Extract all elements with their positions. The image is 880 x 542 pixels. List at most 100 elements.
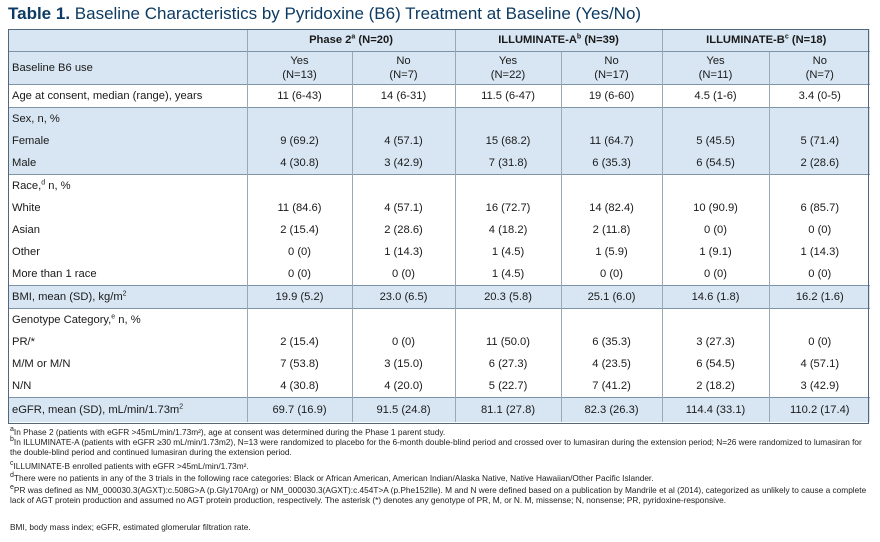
table-row-more-than-1-race: More than 1 race 0 (0) 0 (0) 1 (4.5) 0 (… <box>8 263 871 286</box>
row-label: Genotype Category,e n, % <box>8 308 247 331</box>
table-cell: 2 (15.4) <box>246 331 352 353</box>
table-cell: 14 (6-31) <box>351 84 456 108</box>
table-cell: 114.4 (33.1) <box>661 397 770 422</box>
table-cell: 4 (57.1) <box>351 197 456 219</box>
table-title-text: Baseline Characteristics by Pyridoxine (… <box>74 4 642 23</box>
footnote-e: ePR was defined as NM_000030.3(AGXT):c.5… <box>10 484 867 505</box>
col-header: No (N=7) <box>768 51 871 85</box>
col-header: Yes (N=13) <box>246 51 352 85</box>
row-label: Female <box>8 130 247 152</box>
table-cell: 69.7 (16.9) <box>246 397 352 422</box>
table-cell: 15 (68.2) <box>454 130 562 152</box>
row-label: Age at consent, median (range), years <box>8 84 247 108</box>
table-row-race-heading: Race,d n, % <box>8 174 871 197</box>
table-cell: 23.0 (6.5) <box>351 285 456 309</box>
table-cell: 14.6 (1.8) <box>661 285 770 309</box>
table-cell: 6 (27.3) <box>454 353 562 375</box>
table-row-age: Age at consent, median (range), years 11… <box>8 84 871 108</box>
table-cell: 0 (0) <box>768 263 871 286</box>
group-illuminate-a-header: ILLUMINATE-Ab (N=39) <box>454 29 663 52</box>
row-label: Other <box>12 246 40 258</box>
table-cell: 4 (30.8) <box>246 152 352 175</box>
table-row-mm: M/M or M/N 7 (53.8) 3 (15.0) 6 (27.3) 4 … <box>8 353 871 375</box>
table-cell: 0 (0) <box>661 263 770 286</box>
table-row-asian: Asian 2 (15.4) 2 (28.6) 4 (18.2) 2 (11.8… <box>8 219 871 241</box>
table-cell: 3 (42.9) <box>351 152 456 175</box>
table-cell: 91.5 (24.8) <box>351 397 456 422</box>
col-header: Yes (N=11) <box>661 51 770 85</box>
table-cell: 16.2 (1.6) <box>768 285 871 309</box>
row-label: Sex, n, % <box>8 107 247 130</box>
row-label: M/M or M/N <box>12 358 71 370</box>
row-label: More than 1 race <box>12 268 97 280</box>
table-cell: 0 (0) <box>246 263 352 286</box>
table-cell: 110.2 (17.4) <box>768 397 871 422</box>
table-cell: 6 (35.3) <box>560 152 663 175</box>
table-cell: 7 (53.8) <box>246 353 352 375</box>
table-cell: 1 (4.5) <box>454 263 562 286</box>
table-cell: 0 (0) <box>351 263 456 286</box>
table-cell: 20.3 (5.8) <box>454 285 562 309</box>
table-cell: 6 (54.5) <box>661 353 770 375</box>
table-cell: 6 (35.3) <box>560 331 663 353</box>
row-label: PR/* <box>12 336 36 348</box>
table-cell: 1 (14.3) <box>768 241 871 263</box>
table-cell: 5 (71.4) <box>768 130 871 152</box>
table-cell: 11 (64.7) <box>560 130 663 152</box>
table-cell: 1 (14.3) <box>351 241 456 263</box>
b6-use-header-row: Baseline B6 use Yes (N=13) No (N=7) Yes (N=… <box>8 51 871 85</box>
table-cell: 14 (82.4) <box>560 197 663 219</box>
table-cell: 4 (57.1) <box>768 353 871 375</box>
table-cell: 1 (5.9) <box>560 241 663 263</box>
row-label: Race,d n, % <box>8 174 247 197</box>
table-cell: 5 (22.7) <box>454 375 562 398</box>
table-cell: 3.4 (0-5) <box>768 84 871 108</box>
group-illuminate-b-header: ILLUMINATE-Bc (N=18) <box>661 29 871 52</box>
table-cell: 2 (15.4) <box>246 219 352 241</box>
table-cell: 3 (15.0) <box>351 353 456 375</box>
footnote-abbreviations: BMI, body mass index; eGFR, estimated gl… <box>10 522 251 532</box>
table-cell: 0 (0) <box>560 263 663 286</box>
table-cell: 3 (42.9) <box>768 375 871 398</box>
table-cell: 19 (6-60) <box>560 84 663 108</box>
table-cell: 81.1 (27.8) <box>454 397 562 422</box>
table-cell: 10 (90.9) <box>661 197 770 219</box>
b6-use-label: Baseline B6 use <box>8 51 247 85</box>
row-label: eGFR, mean (SD), mL/min/1.73m2 <box>8 397 247 422</box>
table-cell: 7 (31.8) <box>454 152 562 175</box>
table-row-pr: PR/* 2 (15.4) 0 (0) 11 (50.0) 6 (35.3) 3… <box>8 331 871 353</box>
group-phase2-header: Phase 2a (N=20) <box>246 29 456 52</box>
table-cell: 82.3 (26.3) <box>560 397 663 422</box>
table-cell: 4 (57.1) <box>351 130 456 152</box>
table-cell: 0 (0) <box>661 219 770 241</box>
table-cell: 9 (69.2) <box>246 130 352 152</box>
table-cell: 1 (9.1) <box>661 241 770 263</box>
table-cell: 5 (45.5) <box>661 130 770 152</box>
table-row-bmi: BMI, mean (SD), kg/m2 19.9 (5.2) 23.0 (6… <box>8 285 871 309</box>
table-cell: 16 (72.7) <box>454 197 562 219</box>
table-cell: 0 (0) <box>351 331 456 353</box>
table-title: Table 1. Baseline Characteristics by Pyr… <box>8 4 641 24</box>
table-cell: 6 (85.7) <box>768 197 871 219</box>
table-cell: 11 (6-43) <box>246 84 352 108</box>
footnote-b: bIn ILLUMINATE-A (patients with eGFR ≥30… <box>10 436 862 457</box>
footnote-d: dThere were no patients in any of the 3 … <box>10 472 654 483</box>
table-row-female: Female 9 (69.2) 4 (57.1) 15 (68.2) 11 (6… <box>8 130 871 152</box>
table-row-male: Male 4 (30.8) 3 (42.9) 7 (31.8) 6 (35.3)… <box>8 152 871 175</box>
table-cell: 7 (41.2) <box>560 375 663 398</box>
table-cell: 0 (0) <box>246 241 352 263</box>
table-cell: 4 (18.2) <box>454 219 562 241</box>
table-cell: 4 (23.5) <box>560 353 663 375</box>
col-header: Yes (N=22) <box>454 51 562 85</box>
table-cell: 0 (0) <box>768 331 871 353</box>
table-cell: 2 (18.2) <box>661 375 770 398</box>
table-cell: 0 (0) <box>768 219 871 241</box>
col-header: No (N=7) <box>351 51 456 85</box>
table-cell: 4 (30.8) <box>246 375 352 398</box>
row-label: Asian <box>12 224 40 236</box>
col-header: No (N=17) <box>560 51 663 85</box>
table-cell: 2 (11.8) <box>560 219 663 241</box>
table-cell: 11 (84.6) <box>246 197 352 219</box>
footnote-a: aIn Phase 2 (patients with eGFR >45mL/mi… <box>10 426 446 437</box>
row-label: White <box>12 202 41 214</box>
